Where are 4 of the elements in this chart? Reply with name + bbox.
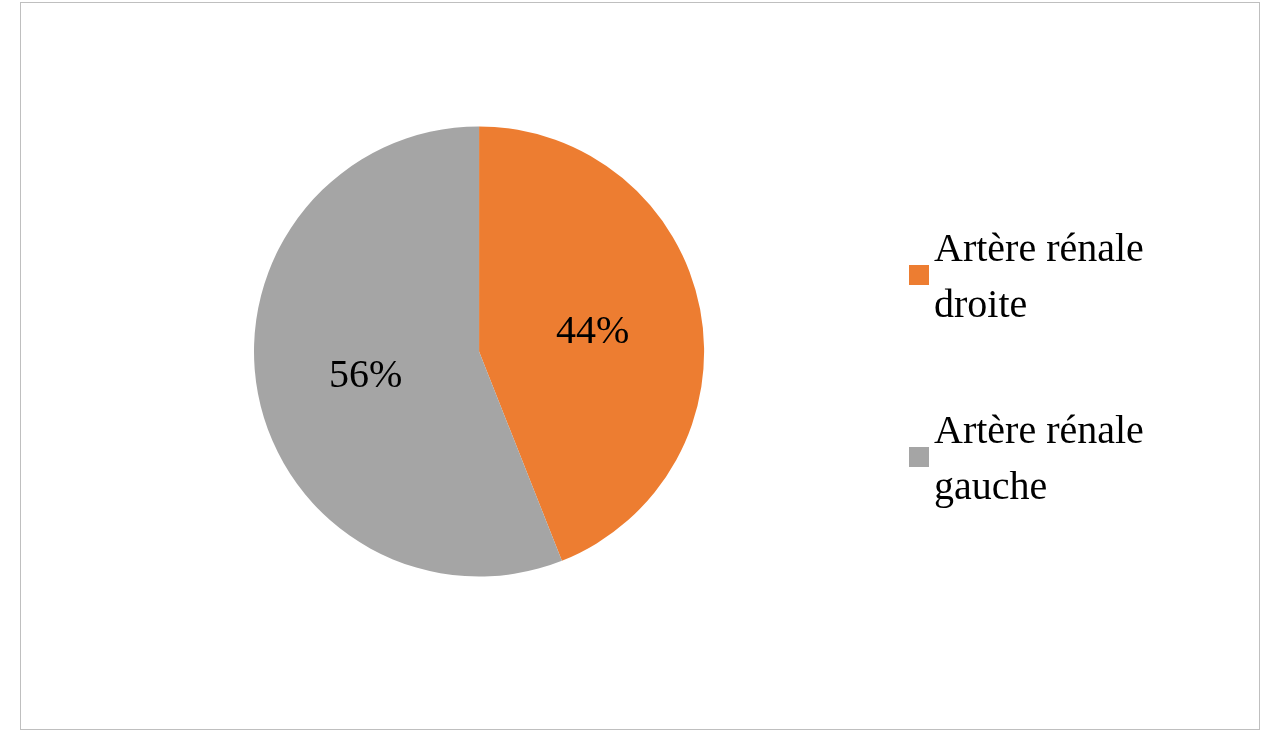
legend-label: Artère rénale gauche xyxy=(934,406,1154,508)
legend-label: Artère rénale droite xyxy=(934,224,1154,326)
data-label: 56% xyxy=(328,350,403,396)
data-label: 44% xyxy=(555,307,630,353)
